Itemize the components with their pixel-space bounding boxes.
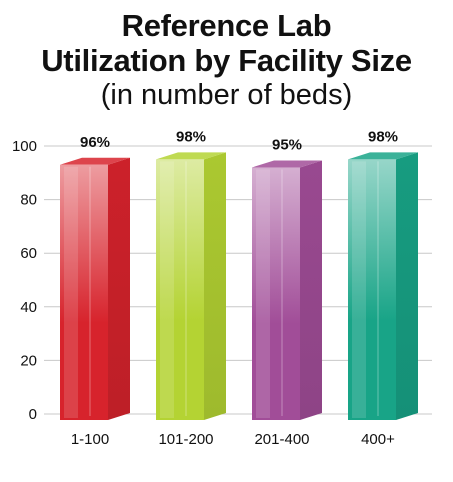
bars <box>60 152 418 420</box>
labels: 96% 1-100 98% 101-200 95% 201-400 98% 400+ <box>71 128 398 448</box>
y-tick-label: 80 <box>20 192 37 209</box>
bar-400+ <box>348 152 418 420</box>
bar-201-400 <box>252 160 322 420</box>
chart-subtitle: (in number of beds) <box>100 79 353 111</box>
y-tick-label: 40 <box>20 299 37 316</box>
chart-title-line-2: Utilization by Facility Size <box>41 43 412 78</box>
bar-highlight <box>256 169 270 418</box>
x-tick-label: 101-200 <box>158 431 213 448</box>
bar-front-face <box>348 159 396 420</box>
y-tick-label: 0 <box>29 406 37 423</box>
bar-top-face <box>348 152 418 160</box>
bar-side-face <box>300 160 322 420</box>
bar-101-200 <box>156 152 226 420</box>
x-tick-label: 201-400 <box>254 431 309 448</box>
x-tick-label: 1-100 <box>71 431 109 448</box>
bar-top-face <box>156 152 226 160</box>
data-label: 98% <box>368 128 398 145</box>
bar-front-face <box>156 159 204 420</box>
bar-top-face <box>252 160 322 168</box>
bar-top-face <box>60 157 130 165</box>
bar-highlight <box>64 166 78 418</box>
data-label: 98% <box>176 128 206 145</box>
bar-side-face <box>108 157 130 420</box>
bar-highlight <box>352 161 366 418</box>
chart-title-block: Reference Lab Utilization by Facility Si… <box>0 8 453 112</box>
data-label: 95% <box>272 136 302 153</box>
chart-title-line-1: Reference Lab <box>121 8 332 43</box>
bar-highlight <box>160 161 174 418</box>
bar-1-100 <box>60 157 130 420</box>
bar-side-face <box>396 152 418 420</box>
y-tick-label: 20 <box>20 352 37 369</box>
bar-front-face <box>60 164 108 420</box>
y-tick-label: 100 <box>12 138 37 155</box>
y-axis: 0 20 40 60 80 100 <box>12 138 37 423</box>
x-tick-label: 400+ <box>361 431 395 448</box>
data-label: 96% <box>80 134 110 151</box>
bar-side-face <box>204 152 226 420</box>
y-tick-label: 60 <box>20 245 37 262</box>
bar-front-face <box>252 167 300 420</box>
